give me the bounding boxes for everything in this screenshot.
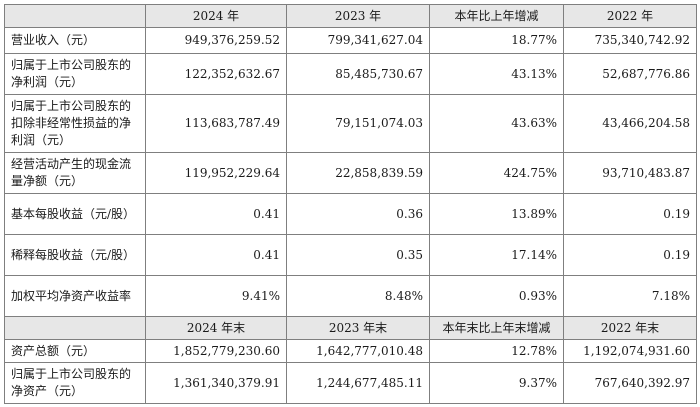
value-change: 18.77% bbox=[429, 27, 564, 54]
value-2022: 0.19 bbox=[563, 193, 697, 235]
row-label: 归属于上市公司股东的净资产（元） bbox=[4, 362, 146, 404]
value-2024: 122,352,632.67 bbox=[145, 53, 287, 95]
table-row-revenue: 营业收入（元） 949,376,259.52 799,341,627.04 18… bbox=[4, 27, 697, 54]
value-2022: 43,466,204.58 bbox=[563, 94, 697, 153]
row-label: 经营活动产生的现金流量净额（元） bbox=[4, 152, 146, 194]
row-label: 稀释每股收益（元/股） bbox=[4, 234, 146, 276]
table-row-diluted-eps: 稀释每股收益（元/股） 0.41 0.35 17.14% 0.19 bbox=[4, 234, 697, 276]
header-blank-cell bbox=[4, 4, 146, 28]
table-row-net-profit: 归属于上市公司股东的净利润（元） 122,352,632.67 85,485,7… bbox=[4, 53, 697, 95]
value-2023: 799,341,627.04 bbox=[286, 27, 430, 54]
value-change: 9.37% bbox=[429, 362, 564, 404]
value-change: 424.75% bbox=[429, 152, 564, 194]
header-2024: 2024 年 bbox=[145, 4, 287, 28]
header-row-year-end: 2024 年末 2023 年末 本年末比上年末增减 2022 年末 bbox=[4, 316, 697, 340]
value-change: 43.13% bbox=[429, 53, 564, 95]
value-change: 13.89% bbox=[429, 193, 564, 235]
value-2024: 0.41 bbox=[145, 193, 287, 235]
header-2023-end: 2023 年末 bbox=[286, 316, 430, 340]
value-2024: 9.41% bbox=[145, 275, 287, 317]
value-2024-end: 1,852,779,230.60 bbox=[145, 339, 287, 363]
header-blank-cell bbox=[4, 316, 146, 340]
value-2023: 8.48% bbox=[286, 275, 430, 317]
value-2022: 52,687,776.86 bbox=[563, 53, 697, 95]
value-2023: 85,485,730.67 bbox=[286, 53, 430, 95]
table-row-weighted-roe: 加权平均净资产收益率 9.41% 8.48% 0.93% 7.18% bbox=[4, 275, 697, 317]
value-2024: 949,376,259.52 bbox=[145, 27, 287, 54]
header-2023: 2023 年 bbox=[286, 4, 430, 28]
table-row-net-profit-deducted: 归属于上市公司股东的扣除非经常性损益的净利润（元） 113,683,787.49… bbox=[4, 94, 697, 153]
table-row-total-assets: 资产总额（元） 1,852,779,230.60 1,642,777,010.4… bbox=[4, 339, 697, 363]
value-2024: 119,952,229.64 bbox=[145, 152, 287, 194]
row-label: 资产总额（元） bbox=[4, 339, 146, 363]
financial-indicators-table: 2024 年 2023 年 本年比上年增减 2022 年 营业收入（元） 949… bbox=[4, 4, 697, 404]
value-2022: 735,340,742.92 bbox=[563, 27, 697, 54]
value-2023: 0.35 bbox=[286, 234, 430, 276]
header-yoy-change: 本年比上年增减 bbox=[429, 4, 564, 28]
value-2024: 0.41 bbox=[145, 234, 287, 276]
table-row-net-assets: 归属于上市公司股东的净资产（元） 1,361,340,379.91 1,244,… bbox=[4, 362, 697, 404]
value-change: 17.14% bbox=[429, 234, 564, 276]
value-2023-end: 1,244,677,485.11 bbox=[286, 362, 430, 404]
value-2024-end: 1,361,340,379.91 bbox=[145, 362, 287, 404]
row-label: 加权平均净资产收益率 bbox=[4, 275, 146, 317]
header-2022: 2022 年 bbox=[563, 4, 697, 28]
header-2022-end: 2022 年末 bbox=[563, 316, 697, 340]
row-label: 基本每股收益（元/股） bbox=[4, 193, 146, 235]
value-change: 12.78% bbox=[429, 339, 564, 363]
table-row-operating-cash-flow: 经营活动产生的现金流量净额（元） 119,952,229.64 22,858,8… bbox=[4, 152, 697, 194]
header-2024-end: 2024 年末 bbox=[145, 316, 287, 340]
value-2022: 7.18% bbox=[563, 275, 697, 317]
value-2022: 0.19 bbox=[563, 234, 697, 276]
value-2022: 93,710,483.87 bbox=[563, 152, 697, 194]
value-2022-end: 1,192,074,931.60 bbox=[563, 339, 697, 363]
value-2023: 79,151,074.03 bbox=[286, 94, 430, 153]
value-2024: 113,683,787.49 bbox=[145, 94, 287, 153]
row-label: 营业收入（元） bbox=[4, 27, 146, 54]
value-change: 0.93% bbox=[429, 275, 564, 317]
header-row-annual: 2024 年 2023 年 本年比上年增减 2022 年 bbox=[4, 4, 697, 28]
value-2023: 0.36 bbox=[286, 193, 430, 235]
value-2022-end: 767,640,392.97 bbox=[563, 362, 697, 404]
table-row-basic-eps: 基本每股收益（元/股） 0.41 0.36 13.89% 0.19 bbox=[4, 193, 697, 235]
row-label: 归属于上市公司股东的扣除非经常性损益的净利润（元） bbox=[4, 94, 146, 153]
value-2023: 22,858,839.59 bbox=[286, 152, 430, 194]
row-label: 归属于上市公司股东的净利润（元） bbox=[4, 53, 146, 95]
value-change: 43.63% bbox=[429, 94, 564, 153]
header-year-end-change: 本年末比上年末增减 bbox=[429, 316, 564, 340]
value-2023-end: 1,642,777,010.48 bbox=[286, 339, 430, 363]
